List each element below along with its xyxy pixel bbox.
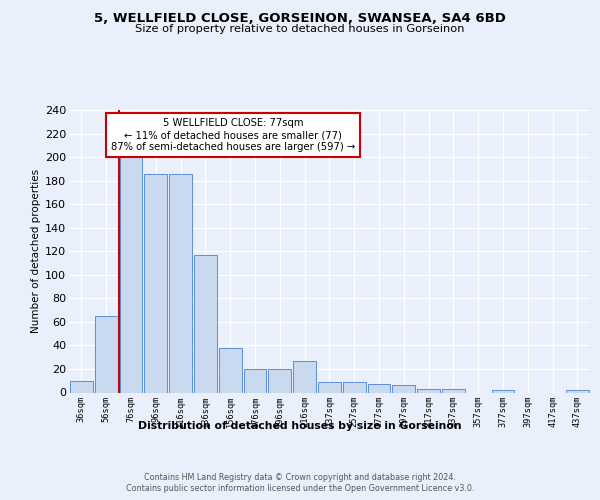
Bar xyxy=(119,157,142,392)
Bar xyxy=(566,390,589,392)
Bar xyxy=(392,386,415,392)
Bar xyxy=(368,384,391,392)
Bar xyxy=(145,174,167,392)
Bar xyxy=(318,382,341,392)
Bar xyxy=(219,348,242,393)
Bar xyxy=(343,382,365,392)
Bar xyxy=(293,360,316,392)
Bar xyxy=(491,390,514,392)
Bar xyxy=(442,389,465,392)
Text: Size of property relative to detached houses in Gorseinon: Size of property relative to detached ho… xyxy=(135,24,465,34)
Bar xyxy=(244,369,266,392)
Bar xyxy=(169,174,192,392)
Y-axis label: Number of detached properties: Number of detached properties xyxy=(31,169,41,334)
Text: Contains public sector information licensed under the Open Government Licence v3: Contains public sector information licen… xyxy=(126,484,474,493)
Bar xyxy=(95,316,118,392)
Text: 5 WELLFIELD CLOSE: 77sqm
← 11% of detached houses are smaller (77)
87% of semi-d: 5 WELLFIELD CLOSE: 77sqm ← 11% of detach… xyxy=(111,118,355,152)
Text: Distribution of detached houses by size in Gorseinon: Distribution of detached houses by size … xyxy=(138,421,462,431)
Text: Contains HM Land Registry data © Crown copyright and database right 2024.: Contains HM Land Registry data © Crown c… xyxy=(144,472,456,482)
Bar xyxy=(417,389,440,392)
Text: 5, WELLFIELD CLOSE, GORSEINON, SWANSEA, SA4 6BD: 5, WELLFIELD CLOSE, GORSEINON, SWANSEA, … xyxy=(94,12,506,26)
Bar xyxy=(70,380,93,392)
Bar xyxy=(194,255,217,392)
Bar xyxy=(268,369,291,392)
